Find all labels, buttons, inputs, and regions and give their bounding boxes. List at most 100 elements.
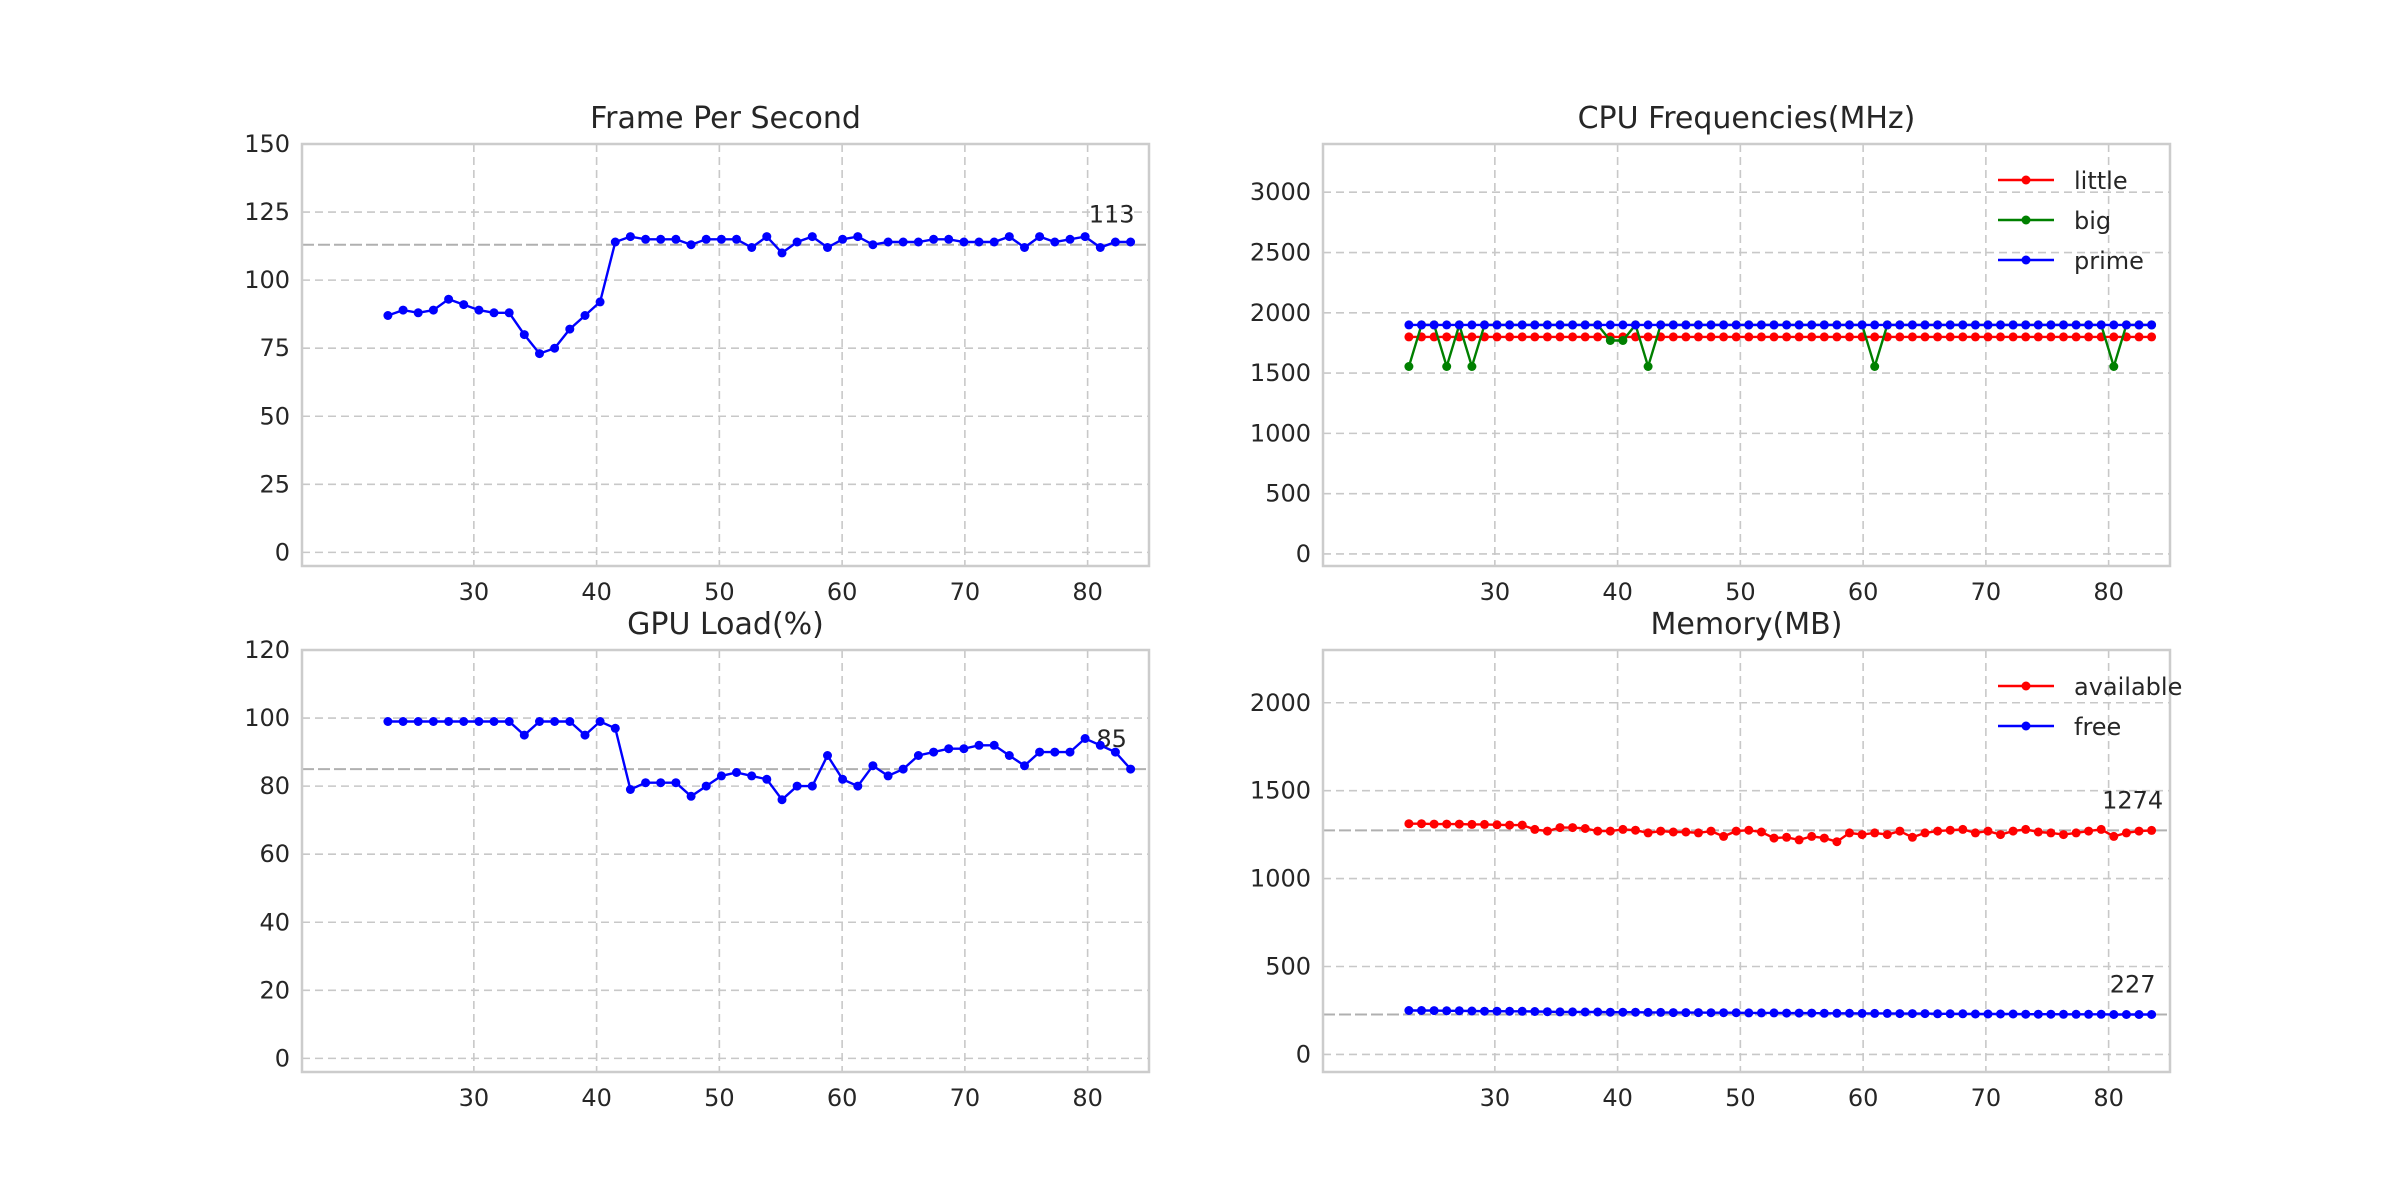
data-point [1580,824,1590,833]
data-point [1668,320,1678,330]
data-point [1480,1006,1489,1016]
data-point [1819,1008,1829,1018]
series-prime [1404,320,2157,330]
data-point [1429,1006,1439,1016]
data-point [1580,332,1590,342]
data-point [1832,1008,1842,1018]
data-point [1819,320,1829,330]
y-tick-label: 100 [244,704,290,732]
data-point [1417,819,1426,829]
data-point [1020,761,1029,771]
data-point [1404,819,1414,829]
data-point [1530,320,1540,330]
x-tick-label: 60 [827,1084,858,1112]
data-point [656,234,666,244]
data-point [2121,828,2131,838]
y-tick-label: 20 [259,976,290,1004]
data-point [1110,237,1120,247]
data-point [1756,332,1766,342]
data-point [1920,332,1930,342]
data-point [1907,832,1917,842]
data-point [1004,232,1014,242]
data-point [944,744,954,754]
data-point [777,248,787,258]
data-point [2046,332,2056,342]
data-point [1983,1009,1993,1019]
data-point [1668,1008,1678,1018]
data-point [1442,362,1452,371]
x-tick-label: 60 [1848,578,1879,606]
data-point [1756,827,1766,837]
data-point [1542,826,1552,836]
data-point [1593,320,1603,330]
data-point [2096,824,2106,834]
data-point [1429,819,1439,829]
data-point [1643,332,1653,342]
data-point [2033,320,2043,330]
data-point [504,717,514,726]
data-point [2121,1010,2131,1019]
data-point [1555,332,1565,342]
data-point [656,778,666,788]
data-point [1769,1008,1779,1018]
data-point [1035,232,1045,242]
data-point [959,744,969,754]
data-point [1933,332,1943,342]
data-point [1706,332,1716,342]
data-point [1404,362,1414,371]
legend-marker [2021,215,2031,225]
data-point [2109,332,2119,342]
data-point [1970,320,1980,330]
data-point [1643,320,1653,330]
data-point [1004,751,1014,760]
x-tick-label: 50 [1725,1084,1756,1112]
data-point [1050,747,1060,757]
data-point [1744,320,1754,330]
plot-frame [300,648,1151,1074]
data-point [1807,831,1817,841]
data-point [2134,826,2144,836]
chart-title: CPU Frequencies(MHz) [1578,101,1916,136]
data-point [474,717,484,726]
data-point [1505,332,1515,342]
data-point [1568,823,1578,833]
data-point [1517,320,1527,330]
data-point [610,237,620,247]
data-point [2008,332,2018,342]
data-point [838,234,848,244]
data-point [823,243,832,252]
data-point [1618,320,1628,330]
data-point [1404,320,1414,330]
x-tick-label: 30 [1480,578,1511,606]
data-point [2134,320,2144,330]
legend-marker [2021,681,2031,691]
plot-area [1323,144,2170,566]
data-point [1126,237,1136,247]
chart-panel-4: 30 40 50 60 70 80 0 500 1000 1500 2000 1274 227 Memor… [1250,607,2182,1112]
data-point [1480,819,1489,829]
data-point [2021,824,2031,834]
data-point [1555,320,1565,330]
data-point [1580,320,1590,330]
chart-title: Frame Per Second [590,101,861,136]
data-point [1542,320,1552,330]
data-point [762,232,772,242]
data-point [1050,237,1060,247]
data-point [1429,320,1439,330]
data-point [1983,332,1993,342]
legend: available free [1998,673,2182,741]
data-point [1731,1008,1741,1018]
data-point [1744,1008,1754,1018]
data-point [1832,332,1842,342]
data-point [686,791,696,801]
data-point [1656,826,1666,836]
chart-panel-2: 30 40 50 60 70 80 0 500 1000 1500 2000 2500 3000 CPU … [1250,101,2172,606]
y-tick-label: 1500 [1250,359,1311,387]
data-point [1870,828,1880,838]
y-tick-label: 1000 [1250,419,1311,447]
data-point [898,764,908,774]
plot-area [302,650,1149,1072]
data-point [2096,1009,2106,1019]
data-point [1065,234,1075,244]
